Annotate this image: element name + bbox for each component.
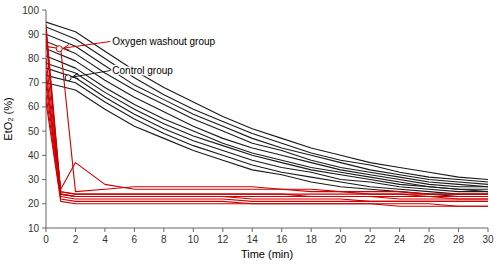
x-tick-label: 12 (217, 234, 229, 245)
y-tick-label: 30 (28, 174, 40, 185)
y-tick (42, 179, 46, 180)
x-tick (163, 228, 164, 232)
x-tick-label: 22 (365, 234, 377, 245)
lines (46, 22, 488, 206)
x-tick (134, 228, 135, 232)
annotation-arrow (73, 71, 111, 78)
annotations: Oxygen washout group Control group (56, 36, 215, 81)
x-tick (75, 228, 76, 232)
x-tick (458, 228, 459, 232)
series-line (46, 46, 488, 194)
x-tick (222, 228, 223, 232)
annotation-point (56, 46, 62, 52)
y-tick-label: 70 (28, 77, 40, 88)
y-tick-label: 90 (28, 29, 40, 40)
series-line (46, 95, 488, 206)
x-axis-label: Time (min) (241, 248, 293, 260)
series-line (46, 58, 488, 196)
series-line (46, 39, 488, 199)
y-tick (42, 106, 46, 107)
series-line (46, 102, 488, 206)
y-tick-label: 60 (28, 101, 40, 112)
series-line (46, 56, 488, 189)
series-line (46, 68, 488, 192)
x-tick (252, 228, 253, 232)
x-tick (340, 228, 341, 232)
x-tick (104, 228, 105, 232)
x-tick-label: 28 (453, 234, 465, 245)
chart: 0246810121416182022242628301020304050607… (0, 0, 500, 264)
series-line (46, 34, 488, 184)
x-tick (46, 228, 47, 232)
x-tick (311, 228, 312, 232)
x-tick (193, 228, 194, 232)
y-tick-label: 20 (28, 198, 40, 209)
axes: 0246810121416182022242628301020304050607… (22, 5, 494, 246)
y-tick (42, 203, 46, 204)
x-tick (399, 228, 400, 232)
y-tick-label: 50 (28, 126, 40, 137)
y-tick-label: 80 (28, 53, 40, 64)
x-axis-line (46, 228, 488, 229)
annotation-point (65, 75, 71, 81)
x-tick-label: 0 (43, 234, 49, 245)
series-line (46, 32, 488, 197)
x-tick-label: 2 (73, 234, 79, 245)
x-tick-label: 20 (335, 234, 347, 245)
x-tick-label: 6 (132, 234, 138, 245)
annotation-arrow (64, 41, 111, 48)
series-line (46, 83, 488, 197)
x-tick-label: 18 (306, 234, 318, 245)
x-tick-label: 8 (161, 234, 167, 245)
y-tick (42, 228, 46, 229)
series-line (46, 49, 488, 187)
y-tick (42, 34, 46, 35)
x-tick-label: 4 (102, 234, 108, 245)
series-line (46, 25, 488, 195)
series-line (46, 78, 488, 202)
y-tick-label: 10 (28, 223, 40, 234)
x-tick-label: 30 (482, 234, 494, 245)
x-tick (488, 228, 489, 232)
series-line (46, 85, 488, 201)
x-tick-label: 14 (247, 234, 259, 245)
y-tick-label: 100 (22, 5, 39, 16)
x-tick-label: 16 (276, 234, 288, 245)
y-tick (42, 58, 46, 59)
series-line (46, 75, 488, 194)
x-tick (370, 228, 371, 232)
series-line (46, 71, 488, 199)
y-tick (42, 131, 46, 132)
y-tick (42, 155, 46, 156)
annotation-text: Control group (112, 65, 173, 76)
x-tick-label: 24 (394, 234, 406, 245)
x-tick-label: 10 (188, 234, 200, 245)
y-tick (42, 10, 46, 11)
y-tick-label: 40 (28, 150, 40, 161)
annotation-text: Oxygen washout group (112, 36, 215, 47)
x-tick-label: 26 (424, 234, 436, 245)
y-tick (42, 82, 46, 83)
y-axis-label: EtO₂ (%) (2, 97, 14, 140)
x-tick (281, 228, 282, 232)
x-tick (429, 228, 430, 232)
